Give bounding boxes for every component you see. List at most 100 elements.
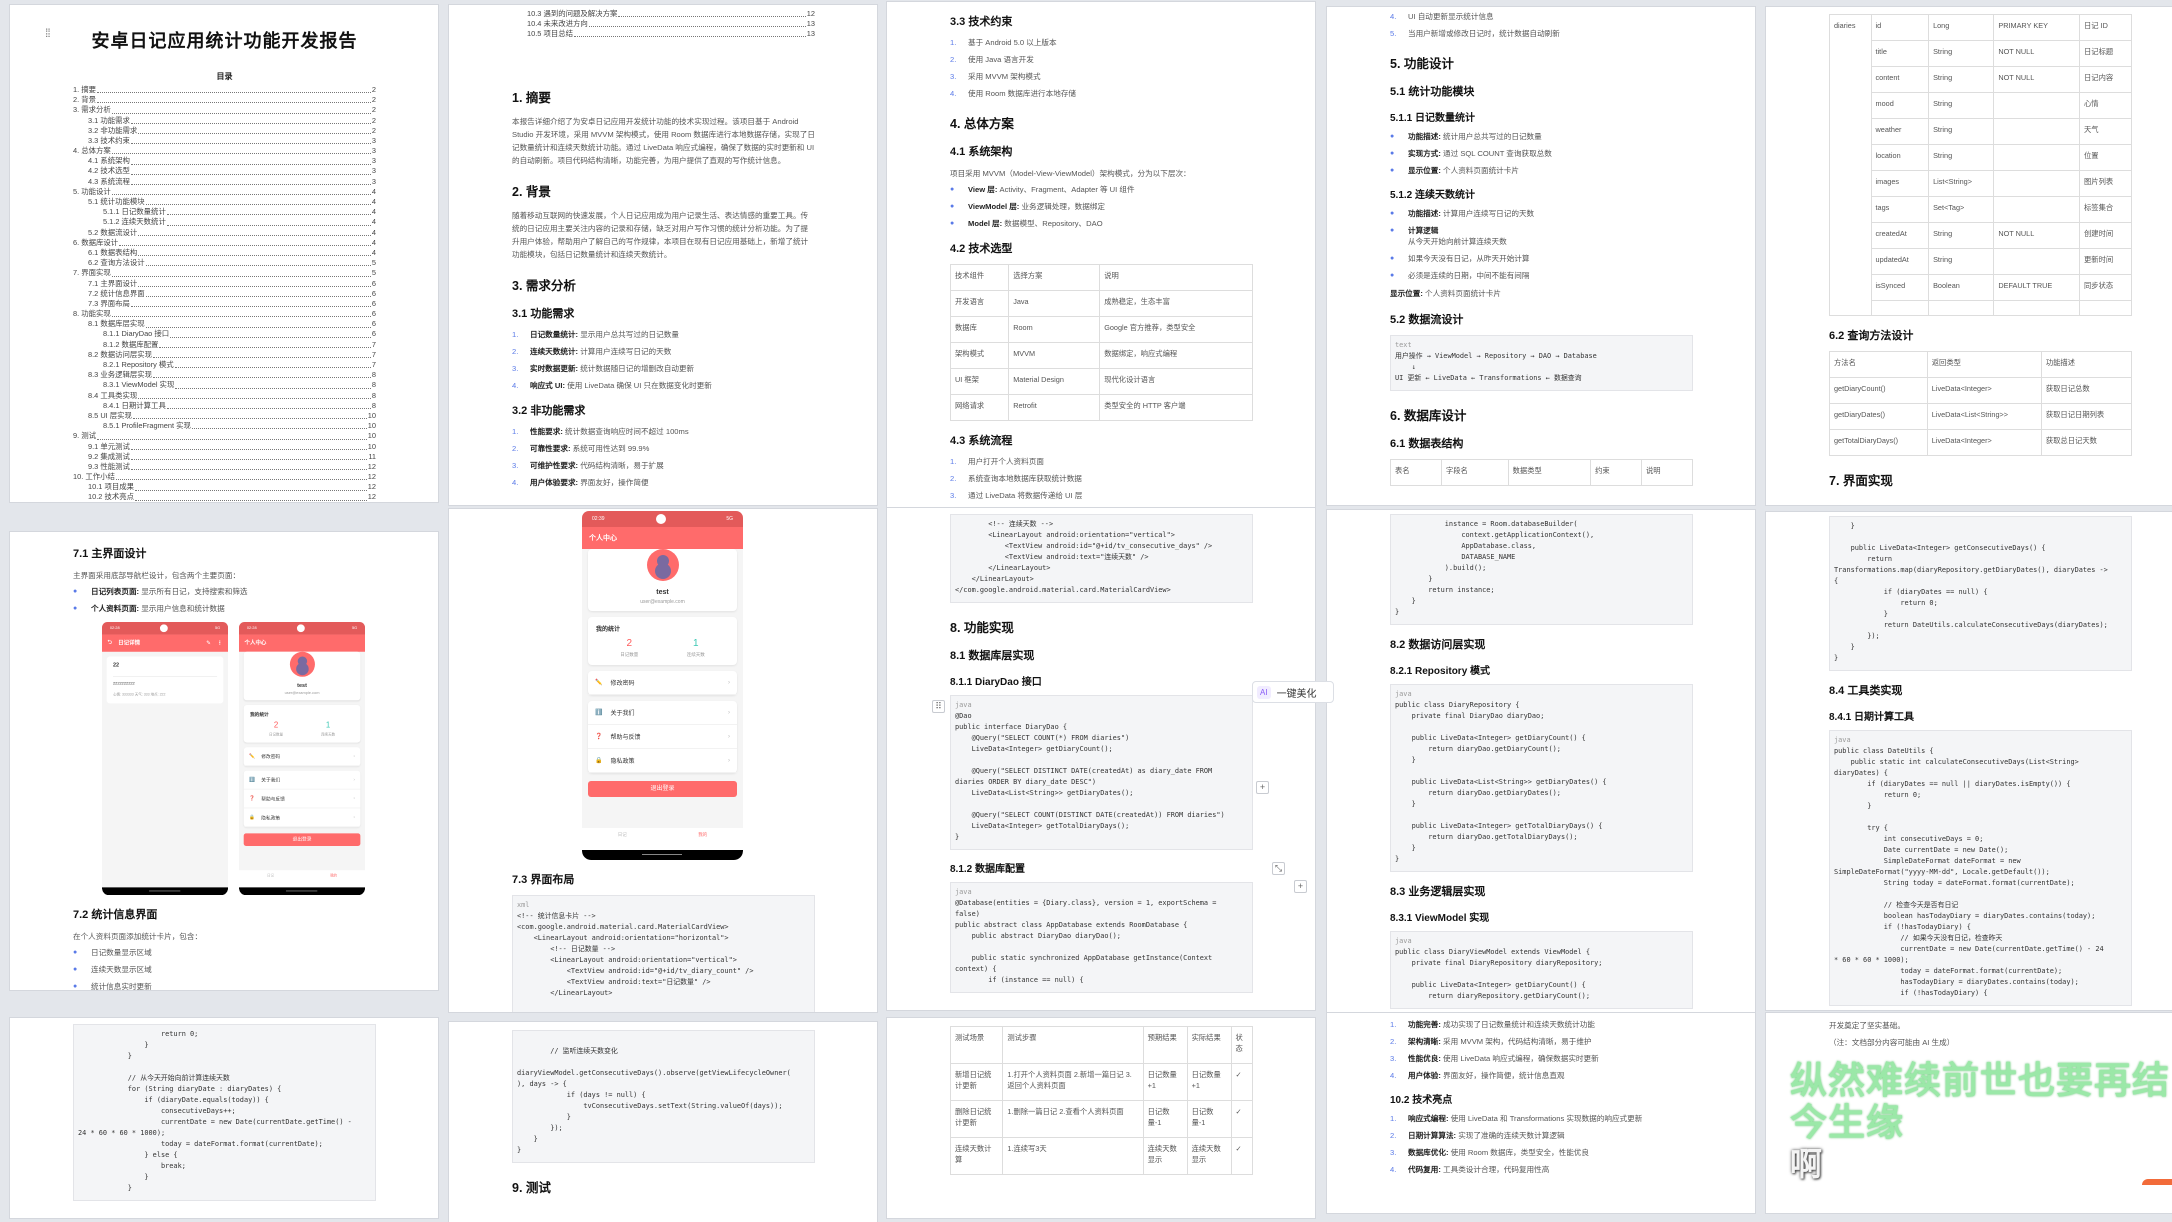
code-line <box>78 1062 371 1073</box>
table-cell: images <box>1870 170 1930 197</box>
menu-item[interactable]: ℹ️ 关于我们 › <box>588 701 737 725</box>
toc-entry[interactable]: 2. 背景 2 <box>73 95 376 105</box>
toc-entry[interactable]: 10.1 项目成果 12 <box>73 482 376 492</box>
nav-tab[interactable]: 日记 <box>266 873 275 878</box>
table-cell: List<String> <box>1928 170 1995 197</box>
toc-entry[interactable]: 3.1 功能需求 2 <box>73 116 376 126</box>
code-line: } <box>78 1052 132 1060</box>
code-line: false) <box>955 910 980 918</box>
section-heading: 8.2.1 Repository 模式 <box>1390 666 1491 677</box>
toc-entry[interactable]: 7. 界面实现 5 <box>73 268 376 278</box>
toc-entry[interactable]: 4.1 系统架构 3 <box>73 156 376 166</box>
toc-entry[interactable]: 5.1.2 连续天数统计 4 <box>73 217 376 227</box>
section-heading: 7.2 统计信息界面 <box>73 909 158 921</box>
block-drag-handle-icon[interactable]: ⠿ <box>932 700 945 713</box>
toc-entry[interactable]: 3.2 非功能需求 2 <box>73 126 376 136</box>
toc-leader <box>145 204 371 206</box>
toc-leader <box>166 224 371 226</box>
menu-item[interactable]: ❓ 帮助与反馈 › <box>243 790 361 809</box>
ai-beautify-button[interactable]: AI 一键美化 <box>1252 681 1334 703</box>
toc-entry[interactable]: 8.5.1 ProfileFragment 实现 10 <box>73 421 376 431</box>
toc-entry[interactable]: 3. 需求分析 2 <box>73 105 376 115</box>
list-item-text: 显示所有日记，支持搜索和筛选 <box>139 587 248 596</box>
toc-entry[interactable]: 7.3 界面布局 6 <box>73 299 376 309</box>
diary-content: 2222222222 <box>112 681 135 687</box>
toc-entry[interactable]: 8.5 UI 层实现 10 <box>73 411 376 421</box>
drag-handle-icon[interactable]: ⁞⁞ <box>45 26 51 40</box>
resize-icon[interactable]: ⤡ <box>1272 862 1285 875</box>
table-cell: NOT NULL <box>1993 40 2080 67</box>
table-cell: 连续天数显示 <box>1142 1137 1188 1175</box>
list-item-body: 日记列表页面: 显示所有日记，支持搜索和筛选 <box>91 586 248 597</box>
menu-item[interactable]: 🔒 隐私政策 › <box>243 808 361 828</box>
logout-button[interactable]: 退出登录 <box>588 781 737 797</box>
toc-entry[interactable]: 6.2 查询方法设计 5 <box>73 258 376 268</box>
toc-entry[interactable]: 8.3.1 ViewModel 实现 8 <box>73 380 376 390</box>
toc-entry[interactable]: 5. 功能设计 4 <box>73 187 376 197</box>
toc-entry[interactable]: 9.1 单元测试 10 <box>73 442 376 452</box>
menu-item[interactable]: ✏️ 修改密码 › <box>243 747 361 767</box>
toc-entry[interactable]: 8.1.2 数据库配置 7 <box>73 340 376 350</box>
toc-entry[interactable]: 8.2.1 Repository 模式 7 <box>73 360 376 370</box>
toc-entry[interactable]: 10.3 遇到的问题及解决方案 12 <box>512 9 815 19</box>
toc-leader <box>119 245 371 246</box>
menu-item[interactable]: ℹ️ 关于我们 › <box>243 771 361 790</box>
toc-entry[interactable]: 8.1 数据库层实现 6 <box>73 319 376 329</box>
toc-entry[interactable]: 8. 功能实现 6 <box>73 309 376 319</box>
list-item-text: 统计用户总共写过的日记数量 <box>1440 132 1542 141</box>
list-item-lead: 实现方式: <box>1408 149 1441 158</box>
list-number: 3. <box>1390 1054 1397 1063</box>
list-item-text: 数据模型、Repository、DAO <box>1002 219 1103 228</box>
list-number: 1. <box>1390 1020 1397 1029</box>
toc-entry[interactable]: 9. 测试 10 <box>73 431 376 441</box>
toc-leader <box>145 265 371 267</box>
code-line: public LiveData<List<String>> getDiaryDa… <box>1395 778 1607 786</box>
toc-entry[interactable]: 5.1.1 日记数量统计 4 <box>73 207 376 217</box>
list-item-body: 性能要求: 统计数据查询响应时间不超过 100ms <box>530 426 689 437</box>
toc-entry-text: 6.2 查询方法设计 <box>88 258 145 268</box>
add-block-icon[interactable]: + <box>1256 781 1269 794</box>
nav-tab[interactable]: 我的 <box>698 832 708 837</box>
toc-entry[interactable]: 8.4 工具类实现 8 <box>73 391 376 401</box>
menu-item[interactable]: ❓ 帮助与反馈 › <box>588 725 737 749</box>
toc-entry[interactable]: 5.2 数据流设计 4 <box>73 228 376 238</box>
toc-page-number: 3 <box>371 135 376 145</box>
toc-entry[interactable]: 10.5 项目总结 13 <box>512 29 815 39</box>
toc-entry[interactable]: 4. 总体方案 3 <box>73 146 376 156</box>
toc-entry[interactable]: 7.2 统计信息界面 6 <box>73 289 376 299</box>
toc-entry[interactable]: 8.1.1 DiaryDao 接口 6 <box>73 329 376 340</box>
paragraph: 开发奠定了坚实基础。 <box>1829 1021 1905 1030</box>
toc-entry[interactable]: 8.2 数据访问层实现 7 <box>73 350 376 360</box>
status-bar: 02:39 5G <box>582 511 743 527</box>
table-of-contents: 目录 1. 摘要 2 2. 背景 2 3. 需求分析 2 3.1 功能需求 2 3.2 非功能需求… <box>73 71 376 502</box>
toc-entry[interactable]: 4.3 系统流程 3 <box>73 177 376 187</box>
document-page: 10.3 遇到的问题及解决方案 12 10.4 未来改进方向 13 10.5 项目总结 1… <box>449 5 877 505</box>
toc-entry[interactable]: 4.2 技术选型 3 <box>73 166 376 177</box>
toc-entry[interactable]: 7.1 主界面设计 6 <box>73 279 376 289</box>
toc-entry[interactable]: 10.2 技术亮点 12 <box>73 492 376 503</box>
add-row-icon[interactable]: + <box>1294 880 1307 893</box>
toc-entry[interactable]: 10. 工作小结 12 <box>73 472 376 482</box>
toc-entry[interactable]: 9.3 性能测试 12 <box>73 462 376 472</box>
logout-button[interactable]: 退出登录 <box>243 833 361 846</box>
code-line: SimpleDateFormat("yyyy-MM-dd", Locale.ge… <box>1834 868 2050 876</box>
toc-entry[interactable]: 3.3 技术约束 3 <box>73 136 376 146</box>
code-line: <com.google.android.material.card.Materi… <box>517 923 729 931</box>
menu-item[interactable]: 🔒 隐私政策 › <box>588 749 737 773</box>
nav-tab[interactable]: 我的 <box>330 873 338 878</box>
code-line: } <box>1395 855 1400 863</box>
toc-entry[interactable]: 6.1 数据表结构 4 <box>73 248 376 258</box>
toc-entry[interactable]: 8.4.1 日期计算工具 8 <box>73 401 376 411</box>
toc-entry[interactable]: 1. 摘要 2 <box>73 85 376 95</box>
toc-entry[interactable]: 6. 数据库设计 4 <box>73 238 376 248</box>
toc-entry[interactable]: 9.2 集成测试 11 <box>73 452 376 462</box>
code-line: * 60 * 60 * 1000); <box>1834 956 1909 964</box>
table-row: tags Set<Tag> 标签集合 <box>1830 196 2132 223</box>
menu-item[interactable]: ✏️ 修改密码 › <box>588 671 737 695</box>
toc-entry[interactable]: 10.4 未来改进方向 13 <box>512 19 815 29</box>
menu-item-label: 隐私政策 <box>261 816 281 821</box>
toc-entry[interactable]: 8.3 业务逻辑层实现 8 <box>73 370 376 380</box>
toc-entry[interactable]: 5.1 统计功能模块 4 <box>73 197 376 207</box>
list-item: 1. 功能完善: 成功实现了日记数量统计和连续天数统计功能 <box>1390 1019 1693 1030</box>
nav-tab[interactable]: 日记 <box>617 832 627 837</box>
